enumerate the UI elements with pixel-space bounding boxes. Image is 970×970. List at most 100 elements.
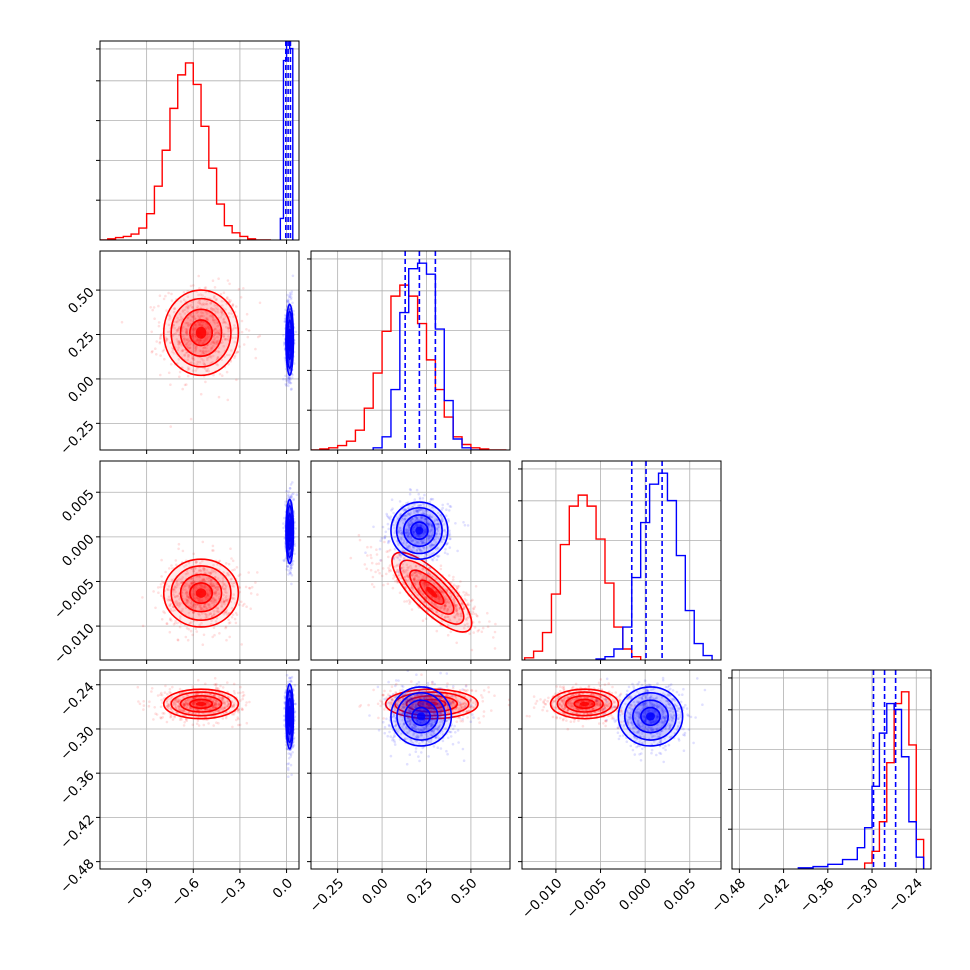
- sample-point: [223, 706, 226, 709]
- sample-point: [245, 328, 248, 331]
- sample-point: [191, 605, 195, 608]
- sample-point: [205, 597, 208, 600]
- sample-point: [213, 327, 217, 331]
- sample-point: [210, 346, 214, 350]
- sample-point: [141, 596, 144, 599]
- sample-point: [410, 539, 414, 543]
- sample-point: [213, 677, 217, 680]
- sample-point: [425, 609, 429, 613]
- sample-point: [379, 539, 382, 542]
- sample-point: [167, 595, 171, 599]
- sample-point: [172, 310, 176, 314]
- sample-point: [190, 581, 194, 584]
- sample-point: [174, 705, 178, 709]
- sample-point: [199, 569, 202, 572]
- sample-point: [177, 342, 180, 346]
- sample-point: [233, 354, 237, 358]
- sample-point: [422, 582, 426, 585]
- sample-point: [289, 494, 293, 497]
- sample-point: [187, 628, 191, 631]
- sample-point: [211, 544, 215, 548]
- sample-point: [413, 519, 417, 522]
- sample-point: [452, 583, 456, 586]
- sample-point: [182, 696, 185, 699]
- sample-point: [183, 584, 187, 588]
- sample-point: [441, 503, 445, 507]
- sample-point: [207, 369, 210, 373]
- sample-point: [418, 498, 422, 501]
- sample-point: [142, 700, 145, 703]
- sample-point: [216, 311, 220, 314]
- sample-point: [414, 579, 417, 583]
- sample-point: [179, 581, 183, 585]
- sample-point: [207, 722, 210, 725]
- sample-point: [154, 347, 157, 351]
- sample-point: [417, 504, 420, 508]
- sample-point: [291, 563, 295, 566]
- sample-point: [435, 548, 438, 551]
- sample-point: [227, 362, 230, 366]
- sample-point: [204, 380, 207, 384]
- sample-point: [433, 543, 437, 547]
- sample-point: [209, 342, 213, 346]
- sample-point: [202, 567, 205, 570]
- sample-point: [446, 502, 450, 506]
- sample-point: [286, 381, 290, 385]
- sample-point: [241, 708, 244, 711]
- sample-point: [366, 554, 369, 557]
- sample-point: [186, 702, 190, 706]
- sample-point: [206, 319, 210, 322]
- sample-point: [214, 705, 217, 709]
- sample-point: [234, 611, 238, 615]
- sample-point: [167, 371, 171, 375]
- sample-point: [248, 587, 252, 590]
- sample-point: [185, 342, 189, 345]
- sample-point: [166, 588, 169, 591]
- sample-point: [210, 599, 214, 602]
- sample-point: [194, 344, 198, 348]
- sample-point: [426, 572, 430, 575]
- sample-point: [182, 298, 186, 302]
- histogram-blue: [797, 702, 925, 869]
- sample-point: [290, 376, 294, 380]
- sample-point: [430, 523, 433, 526]
- sample-point: [169, 713, 173, 717]
- sample-point: [216, 331, 219, 335]
- sample-point: [218, 559, 222, 563]
- sample-point: [472, 621, 475, 624]
- sample-point: [198, 323, 202, 326]
- sample-point: [176, 579, 179, 582]
- sample-point: [232, 704, 236, 707]
- sample-point: [466, 524, 470, 527]
- sample-point: [443, 607, 446, 610]
- sample-point: [287, 490, 291, 493]
- sample-point: [418, 523, 421, 527]
- sample-point: [186, 344, 189, 348]
- sample-point: [193, 702, 197, 705]
- sample-point: [182, 709, 185, 712]
- sample-point: [212, 694, 216, 697]
- sample-point: [408, 532, 411, 536]
- contour-line: [170, 565, 232, 622]
- sample-point: [288, 379, 291, 383]
- sample-point: [291, 481, 294, 484]
- sample-point: [165, 622, 169, 625]
- sample-point: [465, 599, 468, 602]
- sample-point: [201, 303, 204, 307]
- sample-point: [200, 569, 203, 573]
- sample-point: [290, 290, 294, 294]
- sample-point: [218, 709, 221, 713]
- sample-point: [475, 614, 479, 617]
- sample-point: [210, 584, 214, 587]
- sample-point: [205, 302, 208, 306]
- sample-point: [413, 577, 416, 580]
- sample-point: [392, 577, 395, 580]
- sample-point: [407, 535, 411, 538]
- sample-point: [293, 544, 297, 547]
- sample-point: [241, 604, 245, 607]
- sample-point: [372, 585, 376, 589]
- sample-point: [211, 549, 214, 552]
- sample-point: [397, 543, 400, 547]
- sample-point: [428, 534, 432, 538]
- sample-point: [203, 567, 207, 571]
